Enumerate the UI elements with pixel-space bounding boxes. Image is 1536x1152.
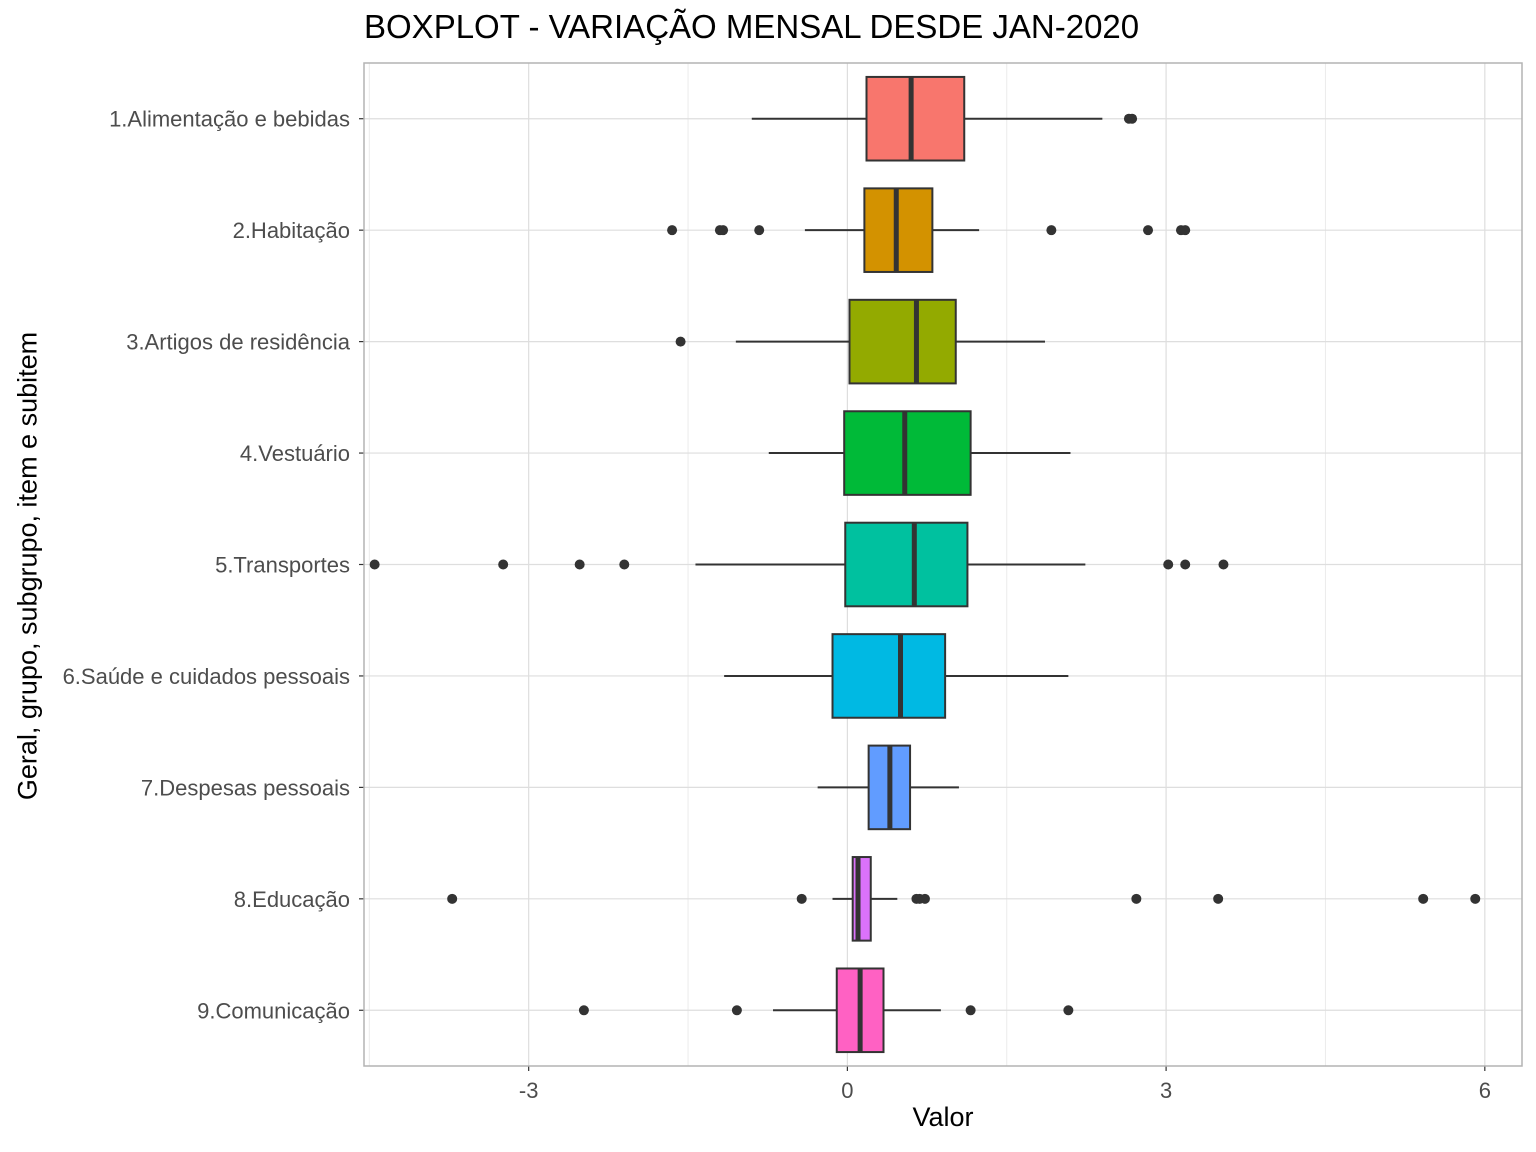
chart-title: BOXPLOT - VARIAÇÃO MENSAL DESDE JAN-2020 xyxy=(364,8,1140,45)
outlier-point xyxy=(578,1005,589,1016)
y-tick-label: 6.Saúde e cuidados pessoais xyxy=(63,664,350,689)
outlier-point xyxy=(619,559,630,570)
box xyxy=(848,298,957,385)
outlier-point xyxy=(498,559,509,570)
outlier-point xyxy=(369,559,380,570)
box xyxy=(831,633,947,719)
outlier-point xyxy=(1180,559,1191,570)
y-tick-label: 1.Alimentação e bebidas xyxy=(109,107,350,132)
y-tick-label: 7.Despesas pessoais xyxy=(141,775,350,800)
x-tick-label: 3 xyxy=(1160,1078,1172,1103)
outlier-point xyxy=(574,559,585,570)
y-tick-label: 2.Habitação xyxy=(233,218,350,243)
x-tick-label: 0 xyxy=(841,1078,853,1103)
outlier-point xyxy=(1143,225,1154,236)
outlier-point xyxy=(1046,225,1057,236)
outlier-point xyxy=(1418,893,1429,904)
box xyxy=(865,75,966,162)
y-tick-label: 9.Comunicação xyxy=(197,998,350,1023)
outlier-point xyxy=(1163,559,1174,570)
outlier-point xyxy=(447,893,458,904)
outlier-point xyxy=(1470,893,1481,904)
outlier-point xyxy=(718,225,729,236)
y-tick-label: 3.Artigos de residência xyxy=(126,330,351,355)
outlier-point xyxy=(754,225,765,236)
box xyxy=(844,521,969,608)
outlier-point xyxy=(1213,893,1224,904)
x-tick-label: 6 xyxy=(1479,1078,1491,1103)
y-tick-label: 4.Vestuário xyxy=(240,441,350,466)
outlier-point xyxy=(1063,1005,1074,1016)
outlier-point xyxy=(919,893,930,904)
box xyxy=(843,410,972,496)
box xyxy=(851,856,872,942)
outlier-point xyxy=(1131,893,1142,904)
x-tick-label: -3 xyxy=(519,1078,539,1103)
outlier-point xyxy=(965,1005,976,1016)
outlier-point xyxy=(1127,113,1138,124)
outlier-point xyxy=(1218,559,1229,570)
panel-border xyxy=(363,62,1523,1067)
outlier-point xyxy=(796,893,807,904)
y-tick-label: 5.Transportes xyxy=(215,553,350,578)
outlier-point xyxy=(675,336,686,347)
x-axis-title: Valor xyxy=(912,1102,974,1132)
outlier-point xyxy=(731,1005,742,1016)
outlier-point xyxy=(667,225,678,236)
y-tick-label: 8.Educação xyxy=(234,887,350,912)
outlier-point xyxy=(1180,225,1191,236)
